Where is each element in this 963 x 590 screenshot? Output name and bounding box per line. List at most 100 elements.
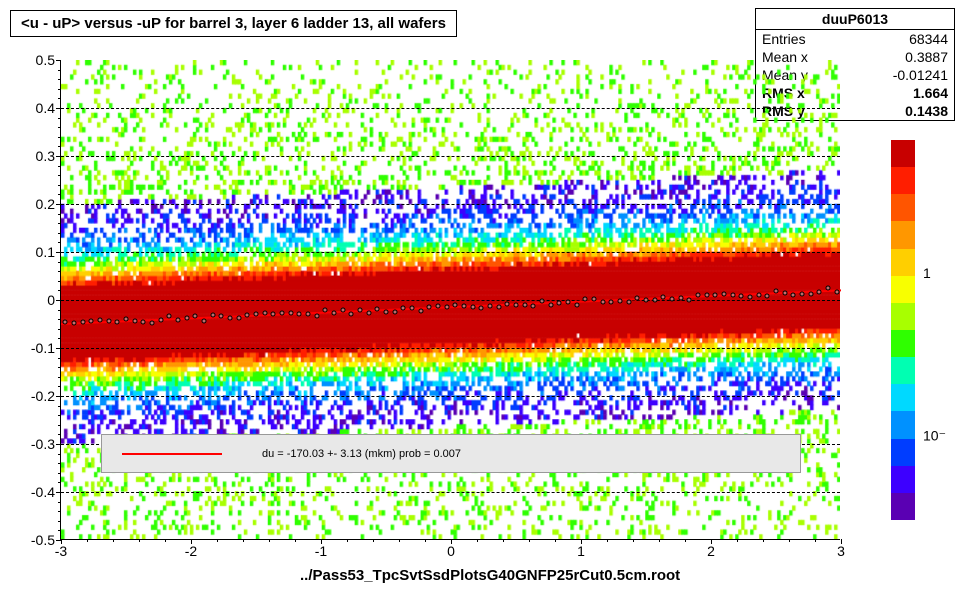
x-axis-label: 0 (447, 539, 455, 559)
profile-marker (80, 319, 85, 324)
tick-y-minor (58, 482, 61, 483)
tick-y-minor (58, 118, 61, 119)
profile-marker (618, 298, 623, 303)
stats-name: duuP6013 (756, 9, 954, 30)
tick-x-minor (321, 539, 322, 542)
grid-line-h (61, 252, 840, 253)
tick-y-minor (58, 300, 61, 301)
y-axis-label: -0.2 (31, 388, 61, 404)
tick-y-minor (58, 521, 61, 522)
tick-x-minor (113, 539, 114, 542)
tick-x-minor (581, 539, 582, 542)
colorbar-segment (891, 167, 915, 194)
x-axis-label: -1 (315, 539, 327, 559)
tick-y-minor (58, 98, 61, 99)
profile-marker (479, 306, 484, 311)
colorbar: 110⁻ (891, 140, 915, 520)
profile-marker (323, 308, 328, 313)
tick-y-minor (58, 214, 61, 215)
profile-marker (678, 296, 683, 301)
tick-y-minor (58, 310, 61, 311)
profile-marker (514, 302, 519, 307)
profile-marker (626, 299, 631, 304)
tick-y-minor (58, 79, 61, 80)
tick-y-minor (58, 204, 61, 205)
profile-marker (826, 286, 831, 291)
profile-marker (756, 293, 761, 298)
y-axis-label: -0.1 (31, 340, 61, 356)
tick-x-minor (659, 539, 660, 542)
profile-marker (254, 311, 259, 316)
tick-x-minor (295, 539, 296, 542)
profile-marker (366, 311, 371, 316)
tick-x-minor (87, 539, 88, 542)
profile-marker (592, 297, 597, 302)
colorbar-segment (891, 249, 915, 276)
profile-marker (670, 296, 675, 301)
stats-value: 68344 (909, 31, 948, 47)
tick-x-minor (607, 539, 608, 542)
colorbar-segment (891, 439, 915, 466)
y-axis-label: -0.3 (31, 436, 61, 452)
stats-label: Entries (762, 31, 806, 47)
profile-marker (540, 299, 545, 304)
legend-box: du = -170.03 +- 3.13 (mkm) prob = 0.007 (101, 434, 801, 472)
stats-value: 0.3887 (905, 49, 948, 65)
colorbar-segment (891, 330, 915, 357)
profile-marker (704, 292, 709, 297)
tick-x-minor (555, 539, 556, 542)
tick-y-minor (58, 463, 61, 464)
tick-y-minor (58, 415, 61, 416)
profile-marker (557, 300, 562, 305)
profile-marker (332, 310, 337, 315)
grid-line-h (61, 300, 840, 301)
plot-area: -0.5-0.4-0.3-0.2-0.100.10.20.30.40.5-3-2… (60, 60, 840, 540)
tick-y-minor (58, 137, 61, 138)
profile-marker (470, 305, 475, 310)
tick-y-minor (58, 242, 61, 243)
profile-marker (782, 290, 787, 295)
tick-y-minor (58, 223, 61, 224)
profile-marker (687, 297, 692, 302)
colorbar-segment (891, 276, 915, 303)
chart-title: <u - uP> versus -uP for barrel 3, layer … (10, 10, 457, 37)
profile-marker (358, 308, 363, 313)
profile-marker (730, 292, 735, 297)
profile-marker (184, 316, 189, 321)
tick-y-minor (58, 386, 61, 387)
profile-marker (644, 298, 649, 303)
profile-marker (566, 300, 571, 305)
colorbar-segment (891, 303, 915, 330)
tick-y-minor (58, 530, 61, 531)
legend-text: du = -170.03 +- 3.13 (mkm) prob = 0.007 (262, 448, 461, 460)
profile-marker (661, 295, 666, 300)
colorbar-segment (891, 194, 915, 221)
profile-marker (236, 315, 241, 320)
profile-marker (167, 314, 172, 319)
profile-marker (401, 305, 406, 310)
tick-y-minor (58, 367, 61, 368)
tick-y-minor (58, 492, 61, 493)
tick-x-minor (347, 539, 348, 542)
colorbar-segment (891, 411, 915, 438)
profile-marker (392, 309, 397, 314)
colorbar-label: 1 (915, 265, 931, 281)
tick-x-minor (633, 539, 634, 542)
profile-marker (288, 311, 293, 316)
profile-marker (800, 291, 805, 296)
tick-y-minor (58, 156, 61, 157)
profile-marker (375, 306, 380, 311)
profile-marker (548, 303, 553, 308)
profile-marker (453, 303, 458, 308)
profile-marker (202, 318, 207, 323)
profile-marker (574, 302, 579, 307)
tick-x-minor (789, 539, 790, 542)
profile-marker (444, 305, 449, 310)
tick-y-minor (58, 252, 61, 253)
profile-marker (228, 316, 233, 321)
profile-marker (158, 318, 163, 323)
profile-marker (63, 319, 68, 324)
tick-x-minor (685, 539, 686, 542)
profile-marker (176, 318, 181, 323)
profile-marker (262, 310, 267, 315)
